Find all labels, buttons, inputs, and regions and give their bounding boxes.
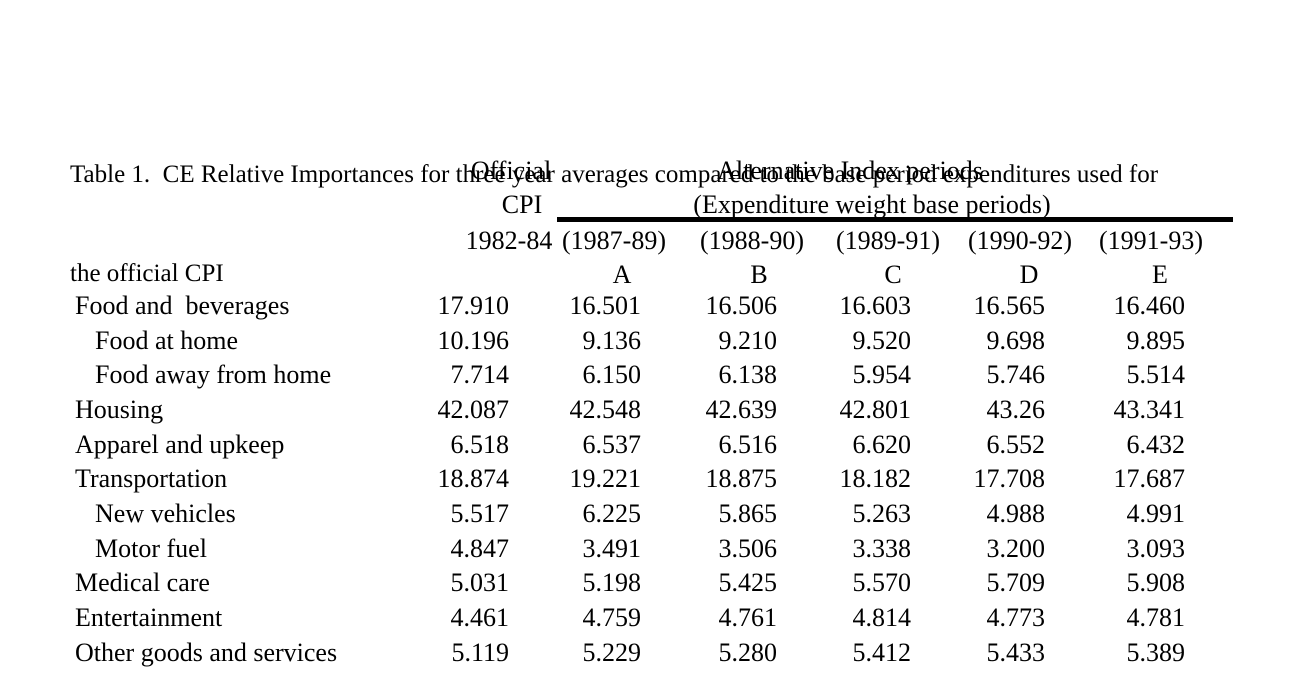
cell-value: 5.229	[582, 637, 642, 667]
index-letter-b: B	[750, 260, 768, 289]
cell-value: 19.221	[569, 464, 642, 494]
cell-value: 10.196	[437, 325, 510, 355]
cell-value: 9.895	[1126, 325, 1186, 355]
row-label: Other goods and services	[75, 637, 338, 667]
cell-value: 3.093	[1126, 533, 1186, 563]
cell-value: 6.620	[852, 429, 912, 459]
row-label: New vehicles	[95, 498, 236, 528]
period-header-1: (1987-89)	[562, 226, 666, 255]
cell-value: 4.814	[852, 602, 912, 632]
cell-value: 5.198	[582, 568, 642, 598]
cell-value: 42.639	[705, 394, 778, 424]
cell-value: 16.460	[1113, 291, 1186, 320]
row-label: Food and beverages	[75, 291, 290, 320]
cell-value: 6.537	[582, 429, 642, 459]
alternative-group-header-line1: Alternative Index periods	[717, 156, 983, 185]
index-letter-e: E	[1152, 260, 1168, 289]
table-title-line1: Table 1. CE Relative Importances for thr…	[70, 161, 1159, 188]
cell-value: 6.516	[718, 429, 778, 459]
cell-value: 43.341	[1113, 394, 1186, 424]
period-header-5: (1991-93)	[1099, 226, 1203, 255]
cell-value: 6.150	[582, 360, 642, 390]
cell-value: 9.136	[582, 325, 642, 355]
cell-value: 6.225	[582, 498, 642, 528]
cell-value: 4.781	[1126, 602, 1186, 632]
cell-value: 17.708	[973, 464, 1046, 494]
cell-value: 4.773	[986, 602, 1046, 632]
official-column-header-line1: Official	[470, 156, 552, 185]
cell-value: 3.200	[986, 533, 1046, 563]
cell-value: 5.514	[1126, 360, 1186, 390]
cell-value: 4.991	[1126, 498, 1186, 528]
cell-value: 3.491	[582, 533, 642, 563]
row-label: Motor fuel	[95, 533, 207, 563]
row-label: Apparel and upkeep	[75, 429, 285, 459]
cell-value: 6.518	[450, 429, 510, 459]
cell-value: 17.687	[1113, 464, 1186, 494]
cell-value: 5.709	[986, 568, 1046, 598]
cell-value: 42.087	[437, 394, 510, 424]
row-label: Housing	[75, 394, 164, 424]
cell-value: 42.801	[839, 394, 912, 424]
cell-value: 5.746	[986, 360, 1046, 390]
cell-value: 3.338	[852, 533, 912, 563]
alternative-group-header-line2: (Expenditure weight base periods)	[693, 190, 1051, 219]
index-letter-a: A	[612, 260, 632, 289]
cell-value: 6.432	[1126, 429, 1186, 459]
cell-value: 7.714	[450, 360, 510, 390]
period-header-0: 1982-84	[465, 226, 553, 255]
cell-value: 43.26	[986, 394, 1046, 424]
period-header-3: (1989-91)	[836, 226, 940, 255]
cell-value: 18.874	[437, 464, 510, 494]
cell-value: 5.433	[986, 637, 1046, 667]
cell-value: 18.182	[839, 464, 912, 494]
cell-value: 6.552	[986, 429, 1046, 459]
cell-value: 5.865	[718, 498, 778, 528]
cell-value: 16.506	[705, 291, 778, 320]
cell-value: 18.875	[705, 464, 778, 494]
period-header-4: (1990-92)	[968, 226, 1072, 255]
cell-value: 4.461	[450, 602, 510, 632]
row-label: Transportation	[75, 464, 228, 494]
cell-value: 4.761	[718, 602, 778, 632]
cell-value: 16.603	[839, 291, 912, 320]
cell-value: 5.119	[451, 637, 509, 667]
cell-value: 17.910	[437, 291, 510, 320]
cell-value: 4.847	[450, 533, 510, 563]
cell-value: 5.031	[450, 568, 510, 598]
row-label: Food at home	[95, 325, 238, 355]
row-label: Food away from home	[95, 360, 332, 390]
cell-value: 9.210	[718, 325, 778, 355]
table-title: Table 1. CE Relative Importances for thr…	[70, 92, 1158, 356]
cell-value: 6.138	[718, 360, 778, 390]
cell-value: 9.520	[852, 325, 912, 355]
cell-value: 4.988	[986, 498, 1046, 528]
cell-value: 42.548	[569, 394, 642, 424]
table-title-line2: the official CPI	[70, 260, 224, 287]
cell-value: 5.517	[450, 498, 510, 528]
index-letter-d: D	[1019, 260, 1039, 289]
alternative-group-underline	[557, 217, 1233, 222]
cell-value: 5.570	[852, 568, 912, 598]
row-label: Medical care	[75, 568, 210, 598]
official-column-header-line2: CPI	[501, 190, 543, 219]
cell-value: 5.263	[852, 498, 912, 528]
cell-value: 5.954	[852, 360, 912, 390]
cell-value: 5.425	[718, 568, 778, 598]
cell-value: 5.280	[718, 637, 778, 667]
period-header-2: (1988-90)	[700, 226, 804, 255]
cell-value: 16.565	[973, 291, 1046, 320]
cell-value: 4.759	[582, 602, 642, 632]
cell-value: 16.501	[569, 291, 642, 320]
row-label: Entertainment	[75, 602, 223, 632]
cell-value: 3.506	[718, 533, 778, 563]
cell-value: 5.389	[1126, 637, 1186, 667]
cell-value: 9.698	[986, 325, 1046, 355]
cell-value: 5.412	[852, 637, 912, 667]
cell-value: 5.908	[1126, 568, 1186, 598]
index-letter-c: C	[884, 260, 902, 289]
